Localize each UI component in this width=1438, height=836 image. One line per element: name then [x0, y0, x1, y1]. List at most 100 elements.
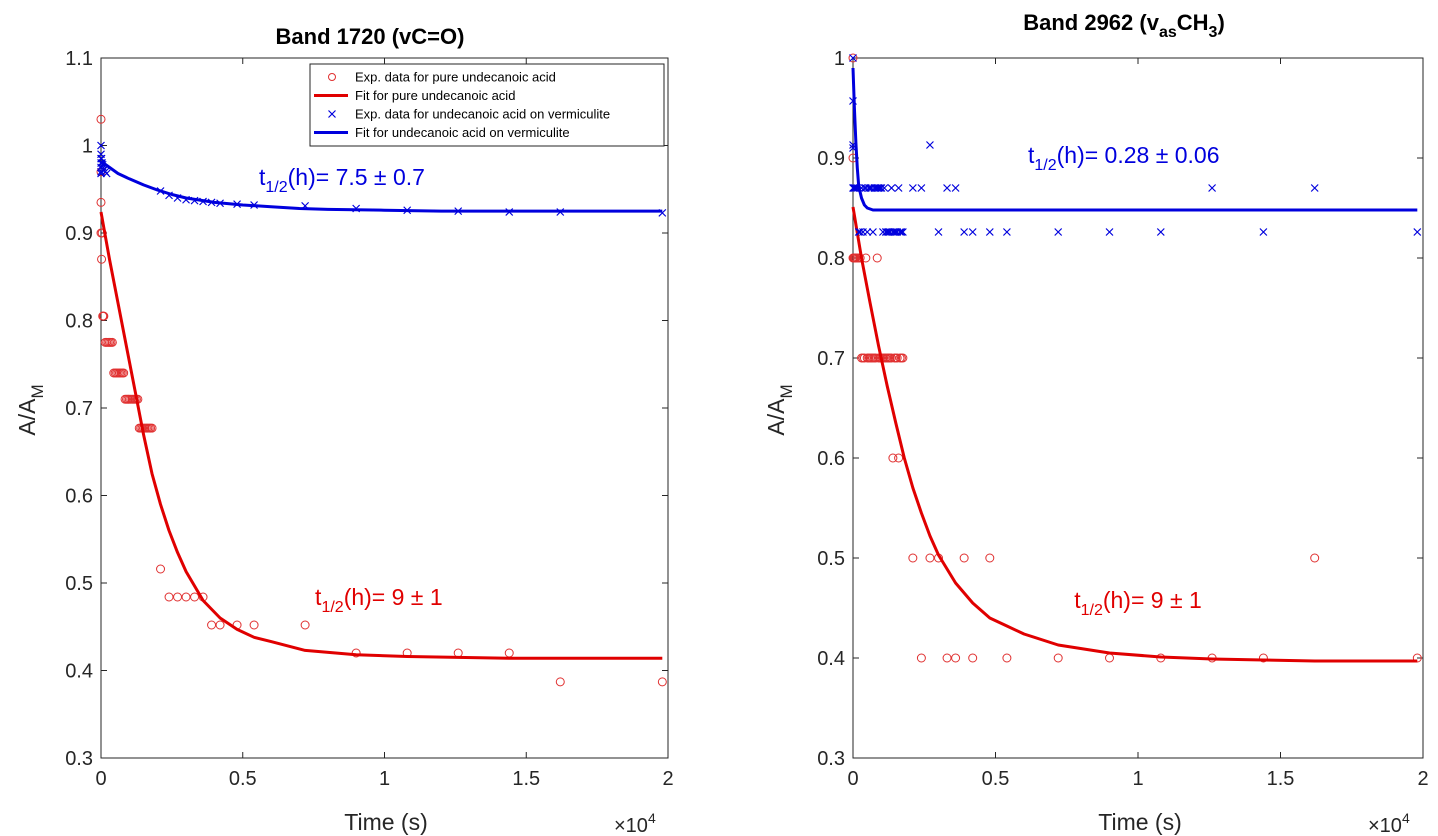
y-tick-label: 0.6: [817, 448, 845, 470]
legend-label: Fit for pure undecanoic acid: [355, 88, 515, 103]
data-point: [872, 253, 882, 263]
data-point: [896, 228, 904, 236]
x-exponent-label: ×104: [614, 810, 656, 836]
legend-box: [309, 63, 665, 147]
data-point: [908, 553, 918, 563]
y-axis-title: A/AM: [763, 384, 796, 435]
data-point: [190, 592, 200, 602]
data-point: [1105, 228, 1114, 236]
data-point: [968, 653, 978, 663]
annotations: t1/2(h)= 0.28 ± 0.06 t1/2(h)= 9 ± 1: [1028, 142, 1220, 619]
data-point: [908, 184, 917, 192]
data-point: [1310, 553, 1320, 563]
data-point: [99, 311, 109, 321]
data-point: [96, 114, 106, 124]
x-axis-title: Time (s): [344, 809, 427, 835]
chart-title: Band 1720 (vC=O): [276, 24, 465, 49]
fit-line: [851, 206, 1418, 663]
half-life-annotation: t1/2(h)= 9 ± 1: [315, 584, 443, 616]
data-point: [968, 228, 977, 236]
data-point: [119, 368, 129, 378]
x-axis-title: Time (s): [1098, 809, 1181, 835]
data-point: [1054, 228, 1063, 236]
data-point: [951, 184, 960, 192]
plot-area: 0 0.5 1 1.5 2 0.3 0.4 0.5 0.6 0.7 0.8 0.9 1: [817, 48, 1428, 790]
x-tick-label: 0.5: [229, 768, 257, 790]
data-point: [856, 228, 865, 236]
data-point: [504, 648, 514, 658]
y-tick-label: 0.5: [817, 548, 845, 570]
data-point: [888, 453, 898, 463]
data-point: [916, 653, 926, 663]
data-point: [96, 197, 106, 207]
data-point: [960, 228, 969, 236]
y-tick-label: 0.7: [817, 348, 845, 370]
chart-band-1720: 0 0.5 1 1.5 2 0.3 0.4 0.5 0.6 0.7 0.8 0.9 1 1.1 Band …: [14, 24, 674, 836]
data-point: [925, 553, 935, 563]
svg-text:A/AM: A/AM: [763, 384, 796, 435]
half-life-annotation: t1/2(h)= 7.5 ± 0.7: [259, 164, 425, 196]
series-line: [851, 67, 1418, 212]
y-tick-label: 1: [82, 136, 93, 158]
x-tick-label: 1.5: [512, 768, 540, 790]
data-point: [1053, 653, 1063, 663]
data-point: [898, 228, 907, 236]
data-point: [848, 53, 858, 63]
data-point: [1156, 228, 1165, 236]
data-point: [300, 620, 310, 630]
y-tick-label: 0.9: [65, 223, 93, 245]
data-point: [97, 254, 107, 264]
data-point: [849, 54, 857, 62]
data-point: [877, 184, 886, 192]
annotations: t1/2(h)= 7.5 ± 0.7 t1/2(h)= 9 ± 1: [259, 164, 443, 616]
data-point: [869, 228, 877, 236]
data-point: [147, 423, 157, 433]
data-point: [934, 228, 943, 236]
y-tick-label: 0.6: [65, 486, 93, 508]
data-point: [1258, 653, 1268, 663]
series-scatter-circle: [96, 114, 667, 687]
data-point: [97, 141, 105, 150]
data-point: [894, 184, 903, 192]
data-point: [1413, 228, 1422, 236]
x-tick-label: 1: [379, 768, 390, 790]
data-point: [207, 620, 217, 630]
data-point: [453, 648, 463, 658]
data-point: [887, 184, 896, 192]
data-point: [1208, 184, 1217, 192]
data-point: [1310, 184, 1319, 192]
y-tick-label: 0.4: [817, 648, 845, 670]
y-tick-label: 0.4: [65, 661, 93, 683]
data-point: [951, 653, 961, 663]
x-tick-label: 0.5: [982, 768, 1010, 790]
data-point: [215, 620, 225, 630]
series-scatter-circle: [848, 53, 1422, 663]
data-point: [102, 169, 111, 178]
y-axis-title: A/AM: [14, 384, 47, 435]
data-point: [959, 553, 969, 563]
chart-title: Band 2962 (vasCH3): [1023, 10, 1225, 41]
data-point: [1002, 653, 1012, 663]
data-point: [249, 620, 259, 630]
data-point: [849, 184, 858, 192]
x-tick-label: 0: [847, 768, 858, 790]
data-point: [1105, 653, 1114, 663]
data-point: [894, 453, 904, 463]
svg-text:A/AM: A/AM: [14, 384, 47, 435]
series-line: [99, 211, 663, 660]
data-point: [863, 228, 872, 236]
data-point: [107, 337, 117, 347]
data-point: [926, 141, 934, 149]
data-point: [985, 228, 994, 236]
data-point: [890, 228, 899, 236]
legend-marker: [328, 73, 336, 81]
fit-line: [99, 211, 663, 660]
data-point: [917, 184, 926, 192]
data-point: [874, 184, 883, 192]
data-point: [985, 553, 995, 563]
legend-label: Fit for undecanoic acid on vermiculite: [355, 125, 570, 140]
y-tick-label: 0.7: [65, 398, 93, 420]
data-point: [942, 653, 952, 663]
y-tick-label: 0.9: [817, 148, 845, 170]
